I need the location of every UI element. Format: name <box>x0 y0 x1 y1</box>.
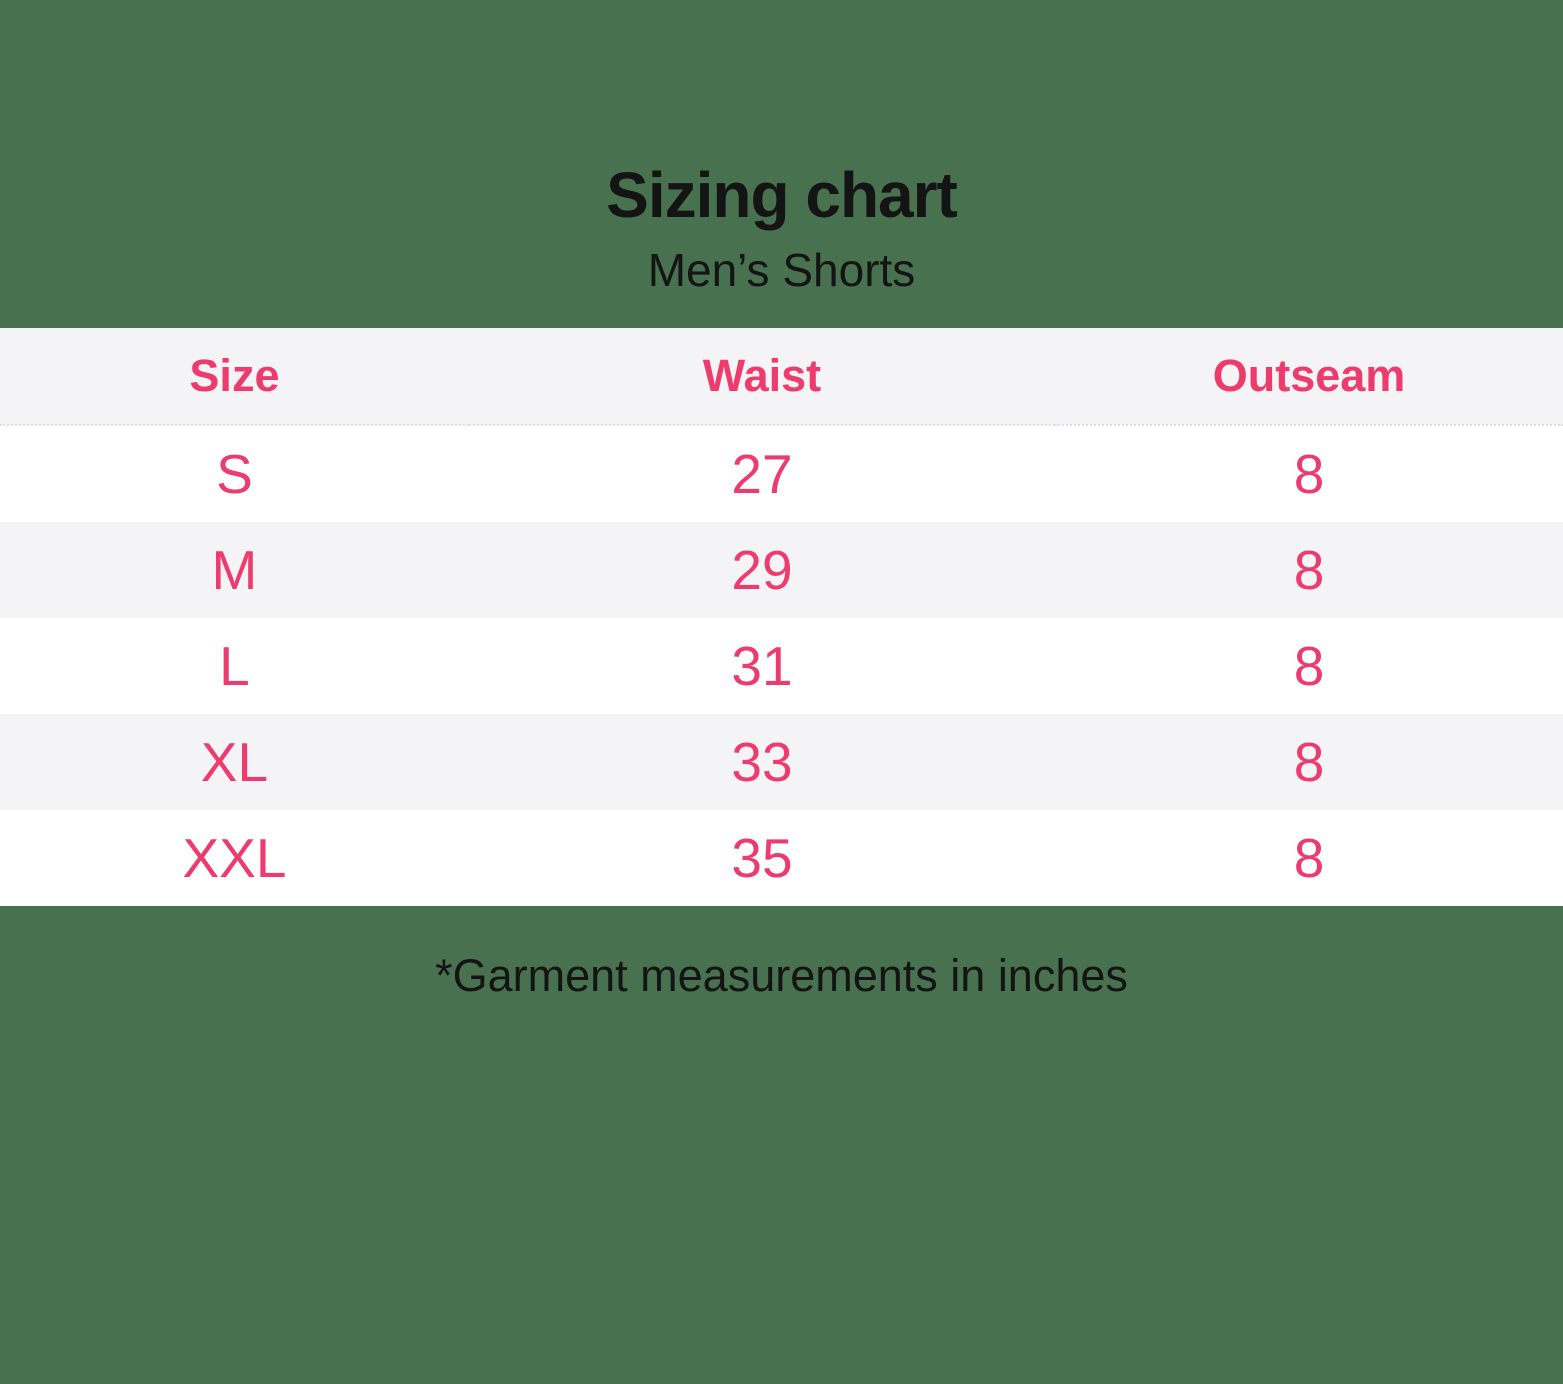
size-cell: L <box>219 635 250 697</box>
waist-cell: 29 <box>731 539 793 601</box>
column-header-outseam: Outseam <box>1055 328 1563 426</box>
waist-cell: 35 <box>731 827 793 889</box>
sizing-table: Size Waist Outseam S 27 8 M 29 8 L 31 8 <box>0 328 1563 906</box>
size-cell: S <box>216 443 253 505</box>
outseam-cell: 8 <box>1293 539 1325 601</box>
outseam-cell: 8 <box>1293 443 1325 505</box>
page-subtitle: Men’s Shorts <box>647 244 916 296</box>
table-header-row: Size Waist Outseam <box>0 328 1563 426</box>
table-row-s: S 27 8 <box>0 425 1563 522</box>
sizing-chart-page: Sizing chart Men’s Shorts Size Waist Out… <box>0 0 1563 1001</box>
outseam-cell: 8 <box>1293 827 1325 889</box>
chart-header: Sizing chart Men’s Shorts <box>0 0 1563 300</box>
size-cell: M <box>211 539 258 601</box>
size-cell: XL <box>200 731 269 793</box>
measurement-note: *Garment measurements in inches <box>435 950 1128 1001</box>
table-row-l: L 31 8 <box>0 618 1563 714</box>
table-row-xxl: XXL 35 8 <box>0 810 1563 906</box>
outseam-cell: 8 <box>1293 731 1325 793</box>
waist-cell: 33 <box>731 731 793 793</box>
page-title: Sizing chart <box>606 159 958 231</box>
waist-cell: 31 <box>731 635 793 697</box>
size-cell: XXL <box>182 827 287 889</box>
column-header-size: Size <box>0 328 469 426</box>
table-row-m: M 29 8 <box>0 522 1563 618</box>
column-header-waist: Waist <box>468 328 1056 426</box>
outseam-cell: 8 <box>1293 635 1325 697</box>
table-row-xl: XL 33 8 <box>0 714 1563 810</box>
waist-cell: 27 <box>731 443 793 505</box>
